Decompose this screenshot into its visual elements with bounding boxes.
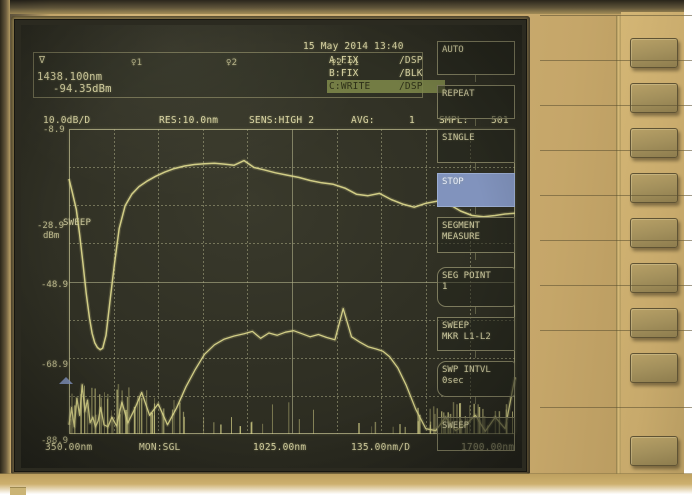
- x-axis-start-wavelength: 350.00nm: [45, 442, 93, 453]
- soft-key-repeat[interactable]: REPEAT: [437, 85, 515, 119]
- soft-key-sweep[interactable]: SWEEP: [437, 417, 515, 451]
- soft-key-connector: [475, 207, 476, 214]
- case-foot: [10, 487, 26, 495]
- bezel-separator: [540, 105, 692, 106]
- soft-key-single[interactable]: SINGLE: [437, 129, 515, 163]
- sweep-status-overlay: SWEEP: [63, 218, 92, 228]
- y-axis-label-1: -28.9: [37, 221, 65, 231]
- y-axis-label-3: -68.9: [41, 360, 69, 370]
- soft-key-swp-intvl[interactable]: SWP INTVL 0sec: [437, 361, 515, 397]
- crt-display: 15 May 2014 13:40 ∇ ♀1 ♀2 ♀2-♀1 1438.100…: [21, 25, 522, 468]
- bezel-separator: [540, 240, 692, 241]
- trace-a-label: A:FIX: [329, 55, 359, 66]
- hardware-button-rail: [534, 16, 692, 475]
- screen-bezel: 15 May 2014 13:40 ∇ ♀1 ♀2 ♀2-♀1 1438.100…: [11, 16, 530, 475]
- bezel-button-9[interactable]: [630, 436, 678, 466]
- param-resolution: RES:10.0nm: [159, 115, 219, 126]
- soft-key-connector: [475, 307, 476, 314]
- more-keys-arrow-icon: [59, 377, 73, 384]
- bezel-separator: [540, 15, 692, 16]
- x-axis-per-division: 135.00nm/D: [351, 442, 411, 453]
- case-top-edge: [0, 0, 692, 14]
- soft-key-connector: [475, 119, 476, 126]
- x-axis-center-wavelength: 1025.00nm: [253, 442, 307, 453]
- marker-wavelength-value: 1438.100nm: [37, 71, 103, 83]
- marker-lambda1-label: ♀1: [131, 58, 143, 68]
- trace-c-mode: /DSP: [399, 81, 423, 92]
- bezel-button-6[interactable]: [630, 263, 678, 293]
- case-left-edge: [0, 0, 10, 496]
- trace-b-mode: /BLK: [399, 68, 423, 79]
- bezel-button-1[interactable]: [630, 38, 678, 68]
- soft-key-menu: AUTO REPEAT SINGLE STOP SEGMENT MEASURE SEG P…: [431, 35, 518, 459]
- soft-key-connector: [475, 351, 476, 358]
- trace-c-label: C:WRITE: [329, 81, 371, 92]
- y-axis-unit: dBm: [43, 231, 60, 241]
- bezel-button-2[interactable]: [630, 83, 678, 113]
- soft-key-segment[interactable]: SEGMENT MEASURE: [437, 217, 515, 253]
- bezel-button-7[interactable]: [630, 308, 678, 338]
- marker-delta-icon: ∇: [39, 55, 46, 66]
- param-sensitivity: SENS:HIGH 2: [249, 115, 315, 126]
- soft-key-stop[interactable]: STOP: [437, 173, 515, 207]
- soft-key-connector: [475, 253, 476, 260]
- soft-key-connector: [475, 163, 476, 170]
- case-ridge: [616, 16, 621, 475]
- trace-a-mode: /DSP: [399, 55, 423, 66]
- trace-b-label: B:FIX: [329, 68, 359, 79]
- bezel-button-4[interactable]: [630, 173, 678, 203]
- y-axis-label-0: -8.9: [43, 125, 65, 135]
- soft-key-seg-point[interactable]: SEG POINT 1: [437, 267, 515, 307]
- date-time-readout: 15 May 2014 13:40: [303, 41, 404, 52]
- soft-key-auto[interactable]: AUTO: [437, 41, 515, 75]
- screen-inner-frame: 15 May 2014 13:40 ∇ ♀1 ♀2 ♀2-♀1 1438.100…: [14, 19, 527, 472]
- bezel-button-3[interactable]: [630, 128, 678, 158]
- bezel-separator: [540, 195, 692, 196]
- bezel-separator: [540, 60, 692, 61]
- bezel-separator: [540, 285, 692, 286]
- bezel-separator: [540, 330, 692, 331]
- soft-key-sweep[interactable]: SWEEP MKR L1-L2: [437, 317, 515, 351]
- bezel-separator: [540, 150, 692, 151]
- marker-lambda2-label: ♀2: [226, 58, 238, 68]
- marker-power-value: -94.35dBm: [53, 83, 112, 95]
- soft-key-connector: [475, 75, 476, 82]
- case-bottom-edge: [0, 474, 692, 496]
- bezel-button-8[interactable]: [630, 353, 678, 383]
- soft-key-connector: [475, 397, 476, 404]
- bezel-separator: [540, 407, 692, 408]
- param-average-value: 1: [409, 115, 415, 126]
- param-average-label: AVG:: [351, 115, 375, 126]
- image-right-margin: [684, 0, 692, 496]
- bezel-button-5[interactable]: [630, 218, 678, 248]
- y-axis-label-2: -48.9: [41, 280, 69, 290]
- x-axis-monitor-mode: MON:SGL: [139, 442, 181, 453]
